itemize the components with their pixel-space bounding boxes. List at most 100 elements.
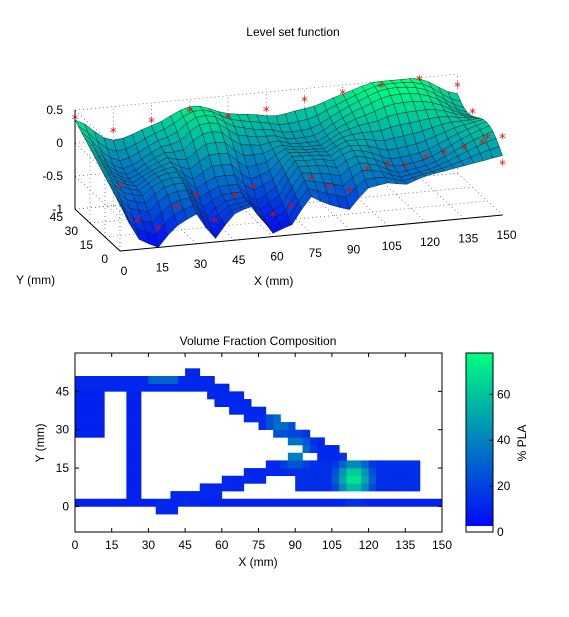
heatmap-cell — [89, 498, 98, 507]
heatmap-cell — [133, 422, 142, 431]
heatmap-cell — [317, 483, 325, 492]
heatmap-cell — [126, 383, 135, 392]
x-tick-label: 0 — [72, 538, 79, 552]
heatmap-xlabel: X (mm) — [238, 555, 277, 569]
heatmap-cell — [75, 399, 83, 407]
heatmap-cell — [82, 391, 90, 400]
heatmap-cell — [353, 498, 362, 507]
heatmap-cell — [280, 429, 289, 438]
heatmap-cell — [207, 391, 215, 400]
heatmap-cell — [295, 498, 303, 507]
level-set-marker: * — [326, 181, 333, 196]
heatmap-cell — [229, 391, 237, 400]
heatmap-cell — [273, 422, 281, 431]
heatmap-cell — [361, 475, 369, 484]
heatmap-cell — [243, 468, 252, 477]
heatmap-cell — [273, 460, 281, 469]
heatmap-cell — [89, 383, 98, 392]
heatmap-cell — [207, 491, 215, 500]
heatmap-cell — [295, 483, 303, 492]
heatmap-cell — [126, 399, 135, 407]
z-tick-label: 0 — [56, 136, 63, 150]
heatmap-cell — [412, 475, 421, 484]
x-tick-label: 120 — [420, 235, 440, 249]
level-set-marker: * — [173, 202, 180, 217]
level-set-marker: * — [423, 153, 430, 168]
heatmap-cell — [331, 452, 340, 461]
heatmap-cell — [133, 452, 142, 461]
heatmap-cell — [280, 422, 289, 431]
x-tick-label: 15 — [156, 260, 170, 274]
grid-line — [419, 176, 465, 219]
level-set-marker: * — [402, 161, 409, 176]
level-set-marker: * — [340, 88, 347, 103]
heatmap-cell — [192, 383, 201, 392]
heatmap-cell — [383, 460, 391, 469]
heatmap-cell — [170, 376, 179, 384]
heatmap-cell — [133, 498, 142, 507]
heatmap-cell — [141, 383, 149, 392]
heatmap-cell — [104, 383, 112, 392]
heatmap-cell — [302, 475, 311, 484]
heatmap-cell — [331, 468, 340, 477]
level-set-marker: * — [225, 112, 232, 127]
heatmap-cell — [375, 468, 384, 477]
heatmap-cell — [331, 498, 340, 507]
heatmap-cell — [119, 498, 127, 507]
heatmap-cell — [236, 498, 245, 507]
surface-chart: Level set function ************ ** * ** * * * *… — [16, 25, 517, 288]
heatmap-cell — [397, 475, 406, 484]
heatmap-cell — [390, 498, 399, 507]
heatmap-cell — [236, 391, 245, 400]
heatmap-cell — [353, 475, 362, 484]
heatmap-cell — [133, 475, 142, 484]
heatmap-cell — [82, 414, 90, 423]
heatmap-cell — [390, 468, 399, 477]
heatmap-cell — [170, 506, 179, 515]
heatmap-cell — [412, 498, 421, 507]
heatmap-cell — [302, 429, 311, 438]
heatmap-cell — [317, 452, 325, 461]
heatmap-cell — [133, 399, 142, 407]
heatmap-cell — [273, 468, 281, 477]
heatmap-cell — [97, 406, 105, 415]
colorbar — [465, 352, 494, 533]
heatmap-cell — [148, 498, 157, 507]
heatmap-cell — [75, 422, 83, 431]
heatmap-cell — [177, 383, 186, 392]
heatmap-cell — [339, 452, 347, 461]
colorbar-tick-label: 0 — [497, 525, 504, 539]
heatmap-cell — [361, 498, 369, 507]
heatmap-cell — [148, 383, 157, 392]
colorbar-label: % PLA — [515, 425, 529, 462]
heatmap-cell — [82, 422, 90, 431]
level-set-marker: * — [308, 173, 315, 188]
heatmap-cell — [331, 483, 340, 492]
heatmap-cell — [133, 414, 142, 423]
heatmap-cell — [199, 491, 208, 500]
colorbar-ticks: 0 20 40 60 — [489, 387, 511, 539]
heatmap-cell — [133, 391, 142, 400]
level-set-marker: * — [135, 216, 142, 231]
heatmap-cell — [405, 460, 413, 469]
x-tick-label: 135 — [395, 538, 415, 552]
heatmap-cell — [368, 498, 377, 507]
heatmap-cell — [368, 460, 377, 469]
y-tick-label: 45 — [56, 384, 70, 398]
heatmap-cell — [383, 475, 391, 484]
heatmap-cell — [170, 498, 179, 507]
x-tick-label: 75 — [309, 246, 323, 260]
heatmap-cell — [89, 391, 98, 400]
grid-line — [457, 172, 503, 216]
level-set-marker: * — [187, 106, 194, 121]
heatmap-cell — [302, 483, 311, 492]
heatmap-cell — [397, 483, 406, 492]
heatmap-cell — [75, 406, 83, 415]
level-set-marker: * — [249, 182, 256, 197]
heatmap-cell — [302, 445, 311, 454]
heatmap-cell — [155, 376, 164, 384]
heatmap-cell — [221, 383, 230, 392]
heatmap-cell — [251, 498, 259, 507]
heatmap-cell — [177, 491, 186, 500]
heatmap-cell — [199, 498, 208, 507]
